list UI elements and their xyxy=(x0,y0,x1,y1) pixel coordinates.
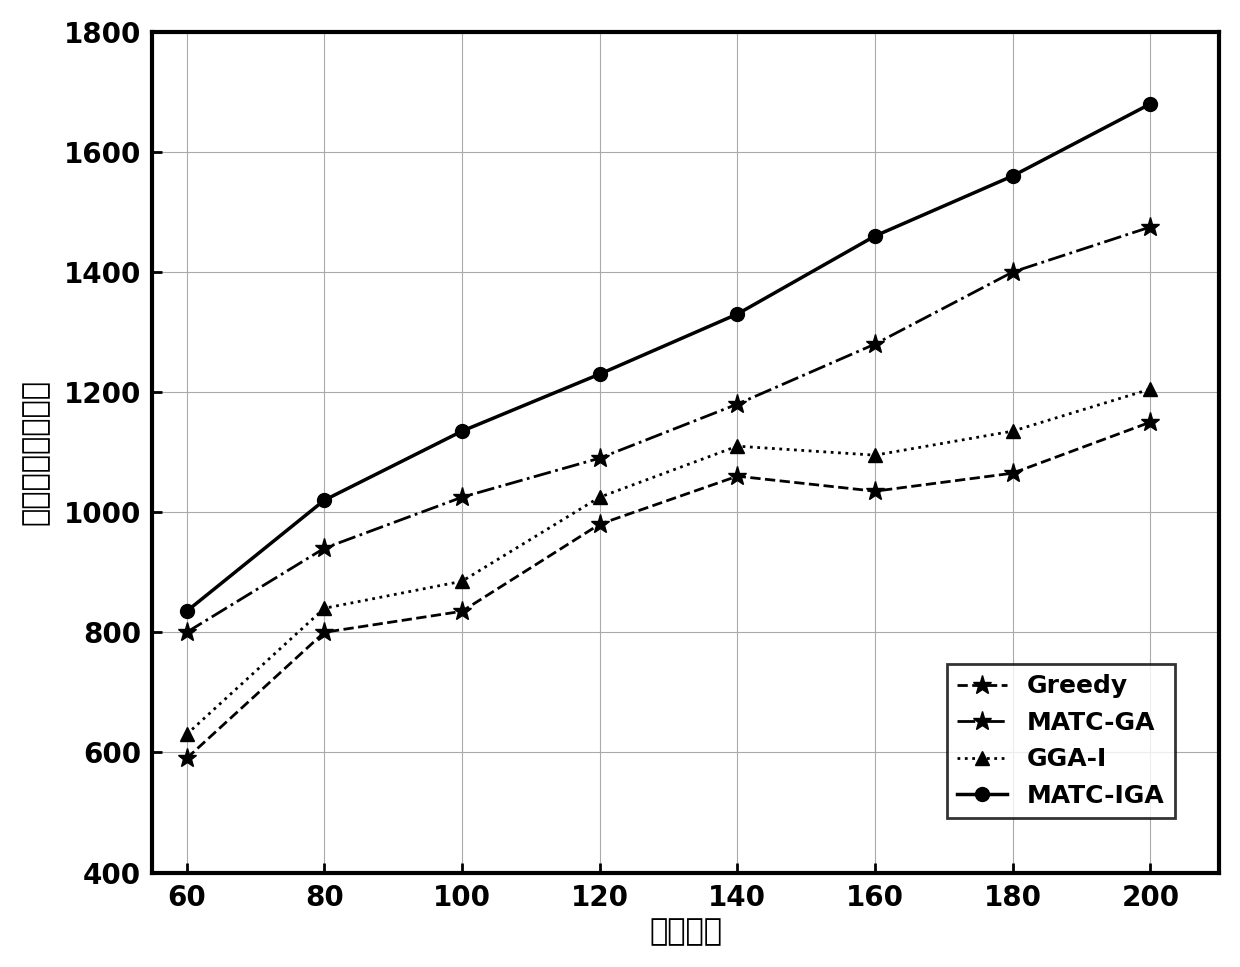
GGA-I xyxy=(180,728,195,740)
Y-axis label: 感知平台所获效益: 感知平台所获效益 xyxy=(21,379,50,525)
Greedy xyxy=(730,470,745,482)
MATC-IGA xyxy=(593,368,608,380)
MATC-IGA xyxy=(1006,170,1021,182)
Greedy xyxy=(317,627,332,638)
Line: Greedy: Greedy xyxy=(177,412,1161,768)
MATC-IGA xyxy=(455,425,470,437)
MATC-GA xyxy=(317,542,332,554)
Legend: Greedy, MATC-GA, GGA-I, MATC-IGA: Greedy, MATC-GA, GGA-I, MATC-IGA xyxy=(947,664,1174,818)
MATC-GA xyxy=(868,338,883,350)
Greedy xyxy=(593,518,608,530)
MATC-GA xyxy=(455,491,470,503)
MATC-GA xyxy=(593,453,608,464)
Greedy xyxy=(1143,417,1158,428)
GGA-I xyxy=(455,575,470,587)
GGA-I xyxy=(317,602,332,614)
Greedy xyxy=(868,485,883,497)
MATC-GA xyxy=(180,627,195,638)
GGA-I xyxy=(730,440,745,452)
MATC-IGA xyxy=(730,308,745,320)
MATC-IGA xyxy=(317,494,332,506)
Greedy xyxy=(455,605,470,617)
Line: MATC-IGA: MATC-IGA xyxy=(180,97,1157,618)
MATC-GA xyxy=(1143,221,1158,233)
Greedy xyxy=(180,752,195,764)
GGA-I xyxy=(868,450,883,461)
MATC-IGA xyxy=(868,230,883,242)
Line: GGA-I: GGA-I xyxy=(180,382,1157,742)
MATC-IGA xyxy=(180,605,195,617)
GGA-I xyxy=(593,491,608,503)
GGA-I xyxy=(1143,383,1158,395)
Line: MATC-GA: MATC-GA xyxy=(177,218,1161,642)
MATC-IGA xyxy=(1143,98,1158,109)
Greedy xyxy=(1006,467,1021,479)
X-axis label: 任务数量: 任务数量 xyxy=(650,917,722,946)
GGA-I xyxy=(1006,425,1021,437)
MATC-GA xyxy=(730,398,745,410)
MATC-GA xyxy=(1006,266,1021,278)
